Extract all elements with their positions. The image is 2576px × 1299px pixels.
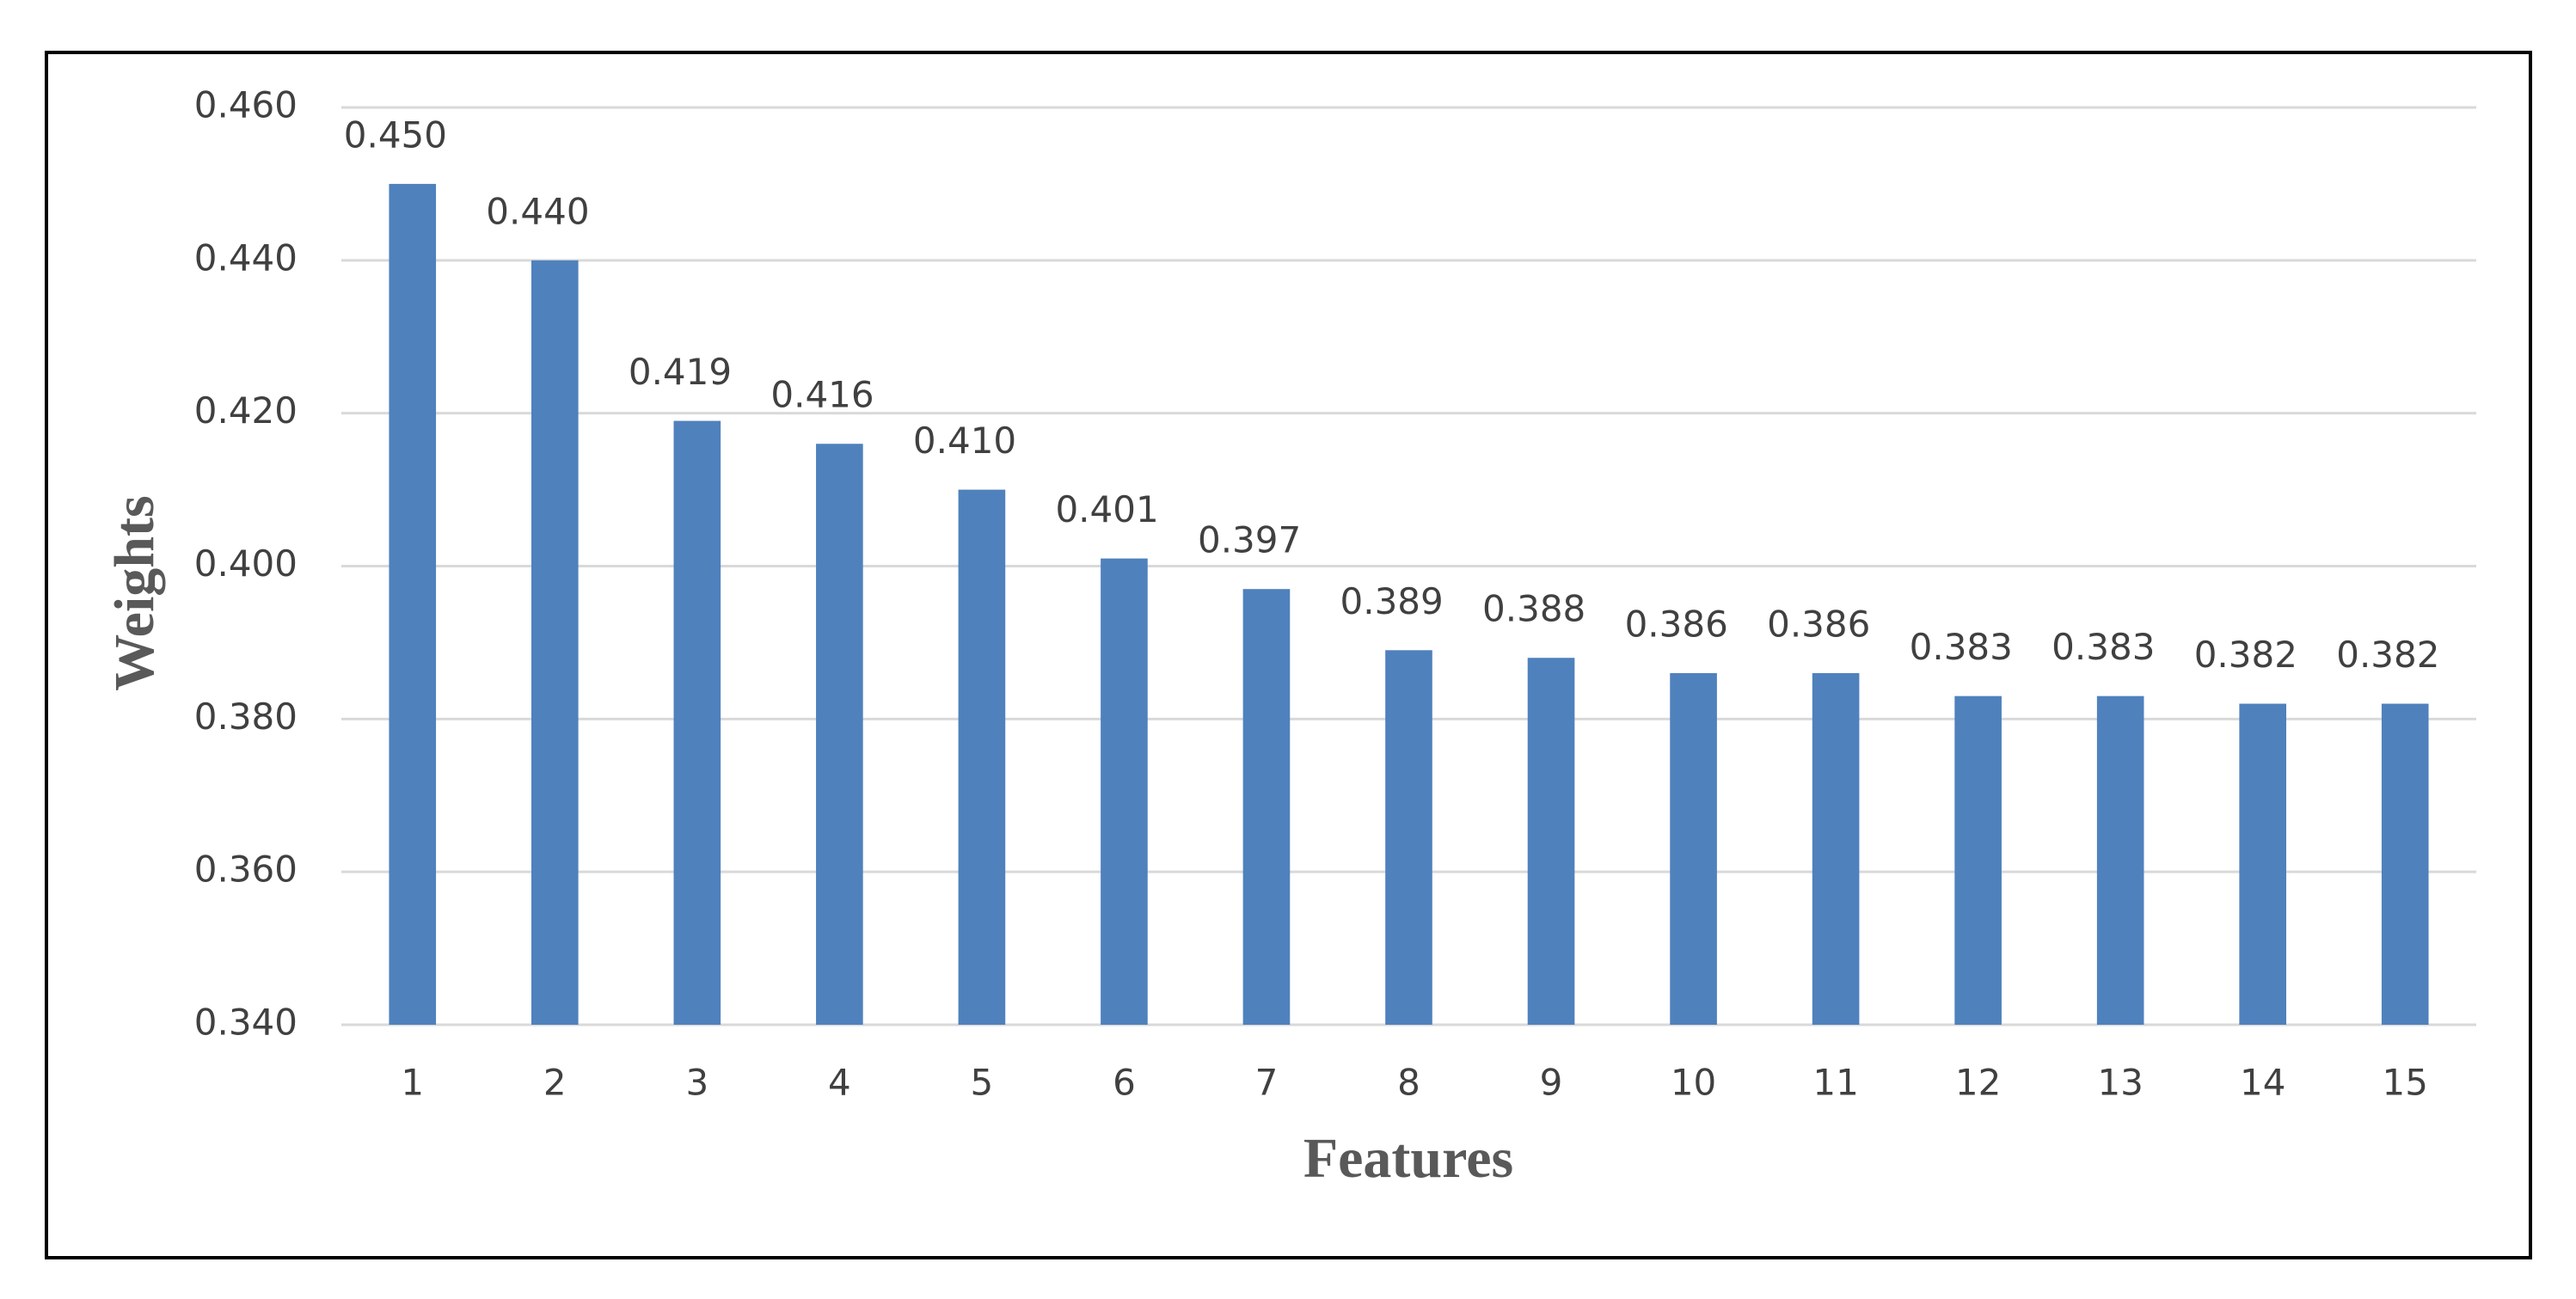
value-label: 0.382 — [2336, 634, 2439, 676]
x-tick-label: 14 — [2240, 1062, 2285, 1104]
bar — [1954, 695, 2002, 1025]
y-axis-title: Weights — [103, 495, 166, 690]
bar — [2096, 695, 2144, 1025]
value-label: 0.401 — [1055, 488, 1158, 530]
bar — [673, 420, 721, 1025]
bar — [2239, 703, 2287, 1025]
x-tick-label: 15 — [2383, 1062, 2428, 1104]
x-tick-label: 7 — [1255, 1062, 1279, 1104]
y-tick-label: 0.440 — [194, 236, 297, 279]
value-label: 0.386 — [1625, 603, 1728, 645]
value-label: 0.419 — [629, 351, 732, 393]
bar — [389, 183, 437, 1025]
y-tick-label: 0.380 — [194, 695, 297, 738]
x-tick-label: 13 — [2097, 1062, 2143, 1104]
value-label: 0.383 — [1910, 626, 2013, 668]
bar — [958, 489, 1006, 1025]
bar — [1527, 658, 1575, 1025]
bar — [1670, 672, 1717, 1025]
value-label: 0.397 — [1198, 519, 1301, 561]
x-axis-title: Features — [1303, 1127, 1513, 1190]
value-label: 0.440 — [486, 190, 589, 232]
value-label: 0.386 — [1767, 603, 1870, 645]
value-label: 0.388 — [1482, 588, 1585, 630]
x-tick-label: 10 — [1671, 1062, 1716, 1104]
y-tick-label: 0.460 — [194, 84, 297, 126]
bar — [531, 260, 579, 1025]
y-tick-label: 0.420 — [194, 389, 297, 432]
value-label: 0.389 — [1340, 580, 1444, 622]
x-tick-label: 9 — [1540, 1062, 1563, 1104]
y-tick-label: 0.400 — [194, 542, 297, 585]
bar — [2381, 703, 2429, 1025]
bar — [1242, 589, 1291, 1025]
x-tick-label: 11 — [1812, 1062, 1858, 1104]
x-tick-label: 3 — [685, 1062, 708, 1104]
x-tick-label: 2 — [543, 1062, 567, 1104]
value-label: 0.416 — [770, 374, 874, 416]
x-tick-label: 12 — [1955, 1062, 2001, 1104]
x-tick-label: 5 — [971, 1062, 994, 1104]
value-label: 0.450 — [344, 113, 447, 156]
value-label: 0.383 — [2052, 626, 2155, 668]
value-label: 0.410 — [913, 420, 1016, 462]
y-tick-label: 0.360 — [194, 849, 297, 891]
bar — [816, 444, 863, 1025]
y-tick-label: 0.340 — [194, 1002, 297, 1044]
x-tick-label: 6 — [1113, 1062, 1136, 1104]
x-tick-label: 8 — [1397, 1062, 1420, 1104]
x-tick-label: 1 — [401, 1062, 424, 1104]
bar — [1812, 672, 1860, 1025]
value-label: 0.382 — [2194, 634, 2297, 676]
x-tick-label: 4 — [828, 1062, 851, 1104]
bar — [1385, 650, 1432, 1025]
bar — [1101, 558, 1148, 1025]
